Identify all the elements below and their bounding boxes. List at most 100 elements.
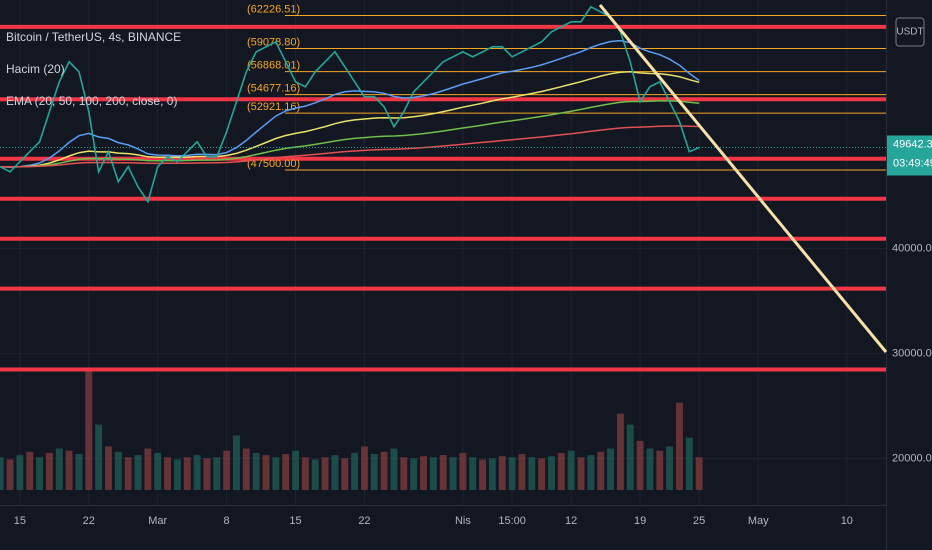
- volume-bar: [488, 458, 496, 490]
- volume-bar: [400, 457, 408, 490]
- volume-bar: [75, 454, 83, 490]
- volume-legend: Hacim (20): [6, 62, 65, 76]
- x-tick-label: 25: [693, 515, 705, 527]
- y-tick-label: 20000.00: [892, 452, 932, 464]
- volume-bar: [548, 456, 555, 490]
- x-tick-label: 22: [83, 515, 95, 527]
- volume-bar: [666, 446, 674, 490]
- x-tick-label: Mar: [148, 515, 167, 527]
- volume-bar: [124, 457, 132, 490]
- x-tick-label: 15: [289, 515, 301, 527]
- volume-bar: [587, 455, 595, 490]
- volume-bar: [429, 457, 437, 490]
- volume-bar: [95, 424, 103, 490]
- volume-bar: [331, 455, 339, 490]
- volume-bar: [321, 457, 329, 490]
- volume-bar: [272, 457, 280, 490]
- x-tick-label: 8: [224, 515, 230, 527]
- volume-bar: [420, 456, 427, 490]
- fib-label: (56868.01): [247, 60, 300, 72]
- currency[interactable]: USDT: [896, 27, 923, 38]
- volume-bar: [636, 440, 644, 490]
- volume-bar: [173, 459, 181, 490]
- volume-bar: [567, 450, 575, 490]
- x-tick-label: 15: [14, 515, 26, 527]
- currency-box[interactable]: [895, 17, 925, 47]
- volume-bar: [105, 446, 112, 490]
- volume-bar: [351, 452, 359, 490]
- volume-bar: [233, 435, 240, 490]
- fib-label: (47500.00): [247, 158, 300, 170]
- last-price-box: [887, 135, 932, 176]
- volume-bar: [607, 448, 615, 490]
- fib-label: (52921.16): [247, 101, 300, 113]
- volume-bar: [685, 437, 693, 490]
- volume-bar: [597, 451, 605, 490]
- volume-bar: [282, 454, 290, 490]
- volume-bar: [557, 452, 565, 490]
- volume-bar: [164, 457, 172, 490]
- x-tick-label: Nis: [455, 515, 471, 527]
- volume-bar: [518, 454, 526, 490]
- volume-bar: [449, 457, 457, 490]
- volume-bar: [459, 452, 467, 490]
- volume-bar: [311, 459, 319, 490]
- volume-bar: [508, 457, 516, 490]
- volume-bar: [193, 455, 201, 490]
- volume-bar: [469, 457, 477, 490]
- volume-bar: [144, 448, 152, 490]
- volume-bar: [262, 455, 270, 490]
- trend-line: [598, 4, 888, 353]
- volume-bar: [26, 451, 34, 490]
- fib-label: (62226.51): [247, 3, 300, 15]
- volume-bar: [656, 450, 664, 490]
- ema-line: [0, 71, 700, 168]
- volume-bar: [528, 457, 536, 490]
- volume-bar: [134, 455, 142, 490]
- volume-bar: [154, 452, 162, 490]
- volume-bar: [36, 457, 44, 490]
- volume-bar: [479, 459, 487, 490]
- volume-bar: [370, 454, 378, 490]
- volume-bar: [0, 457, 4, 490]
- x-tick-label: 19: [634, 515, 646, 527]
- volume-bar: [498, 456, 506, 490]
- volume-bar: [341, 458, 349, 490]
- volume-bar: [390, 448, 398, 490]
- volume-bar: [45, 452, 53, 490]
- last-price: 49642.36: [893, 138, 932, 150]
- volume-bar: [616, 413, 624, 490]
- volume-bar: [695, 457, 703, 490]
- ema-legend: EMA (20, 50, 100, 200, close, 0): [6, 94, 177, 108]
- symbol-title: Bitcoin / TetherUS, 4s, BINANCE: [6, 30, 181, 44]
- volume-bar: [646, 448, 654, 490]
- volume-bar: [16, 455, 24, 490]
- volume-bar: [410, 458, 418, 490]
- volume-bar: [292, 450, 299, 490]
- volume-bar: [6, 459, 14, 490]
- volume-bar: [439, 455, 447, 490]
- volume-bar: [203, 458, 211, 490]
- x-tick-label: 10: [841, 515, 853, 527]
- volume-bar: [183, 457, 191, 490]
- volume-bar: [114, 451, 122, 490]
- volume-bar: [252, 452, 260, 490]
- volume-bar: [380, 451, 388, 490]
- volume-bar: [223, 450, 231, 490]
- volume-bar: [676, 402, 683, 490]
- price-line: [0, 5, 700, 204]
- volume-bar: [213, 457, 221, 490]
- ema-line: [0, 125, 700, 168]
- countdown: 03:49:49: [893, 157, 932, 169]
- volume-bar: [85, 370, 93, 490]
- x-tick-label: 12: [565, 515, 577, 527]
- volume-bar: [626, 424, 634, 490]
- fib-label: (54677.16): [247, 83, 300, 95]
- x-tick-label: 15:00: [498, 515, 526, 527]
- ema-line: [0, 100, 700, 168]
- volume-bar: [577, 457, 585, 490]
- x-tick-label: 22: [358, 515, 370, 527]
- volume-bar: [242, 448, 250, 490]
- volume-bar: [55, 448, 63, 490]
